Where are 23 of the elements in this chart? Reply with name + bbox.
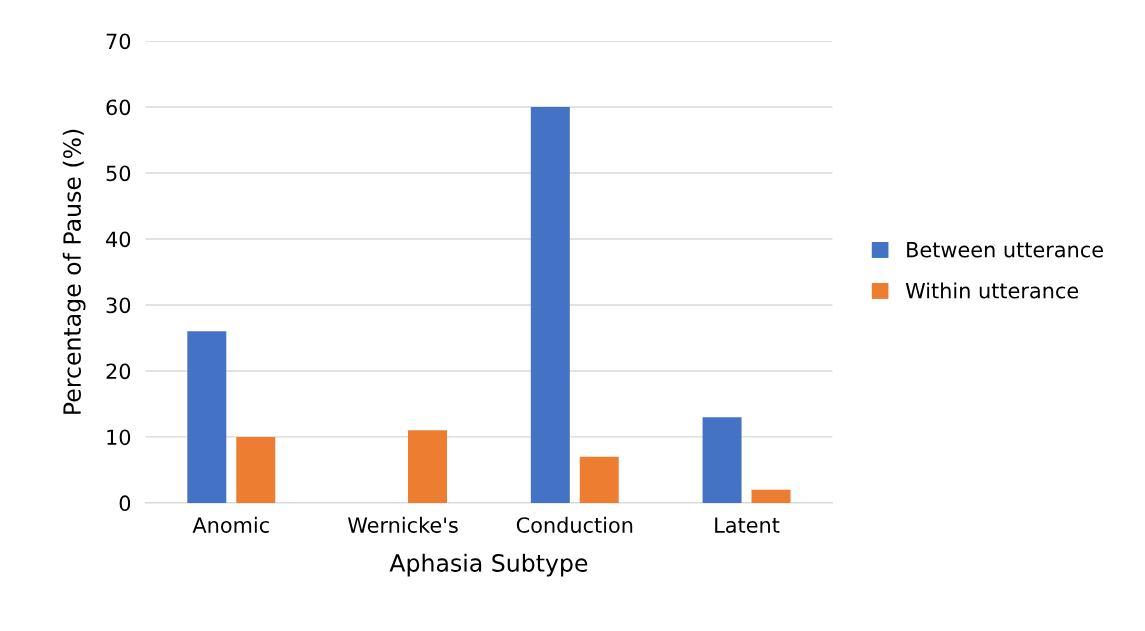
x-tick-label: Anomic [192,516,269,533]
y-tick-label: 60 [106,99,131,116]
x-tick-label: Latent [715,517,780,533]
y-axis-title: Percentage of Pause (%) [62,129,86,414]
y-tick-label: 20 [106,363,131,380]
bar [702,417,742,503]
x-axis-title: Aphasia Subtype [389,553,588,577]
y-tick-label: 50 [106,165,131,182]
y-tick-label: 0 [119,495,131,512]
x-tick-label: Conduction [516,516,633,533]
bar [751,489,791,503]
bar [236,436,276,503]
legend-label: Between utterance [907,242,1103,258]
legend-label: Within utterance [905,282,1079,299]
bar [579,456,619,503]
y-tick-label: 70 [106,33,131,50]
y-tick-label: 40 [106,231,131,248]
bar [187,331,227,503]
x-tick-label: Wernicke's [347,516,458,533]
y-tick-label: 10 [107,429,131,446]
bar [408,430,448,503]
y-tick-label: 30 [106,297,131,314]
bar [530,107,570,503]
